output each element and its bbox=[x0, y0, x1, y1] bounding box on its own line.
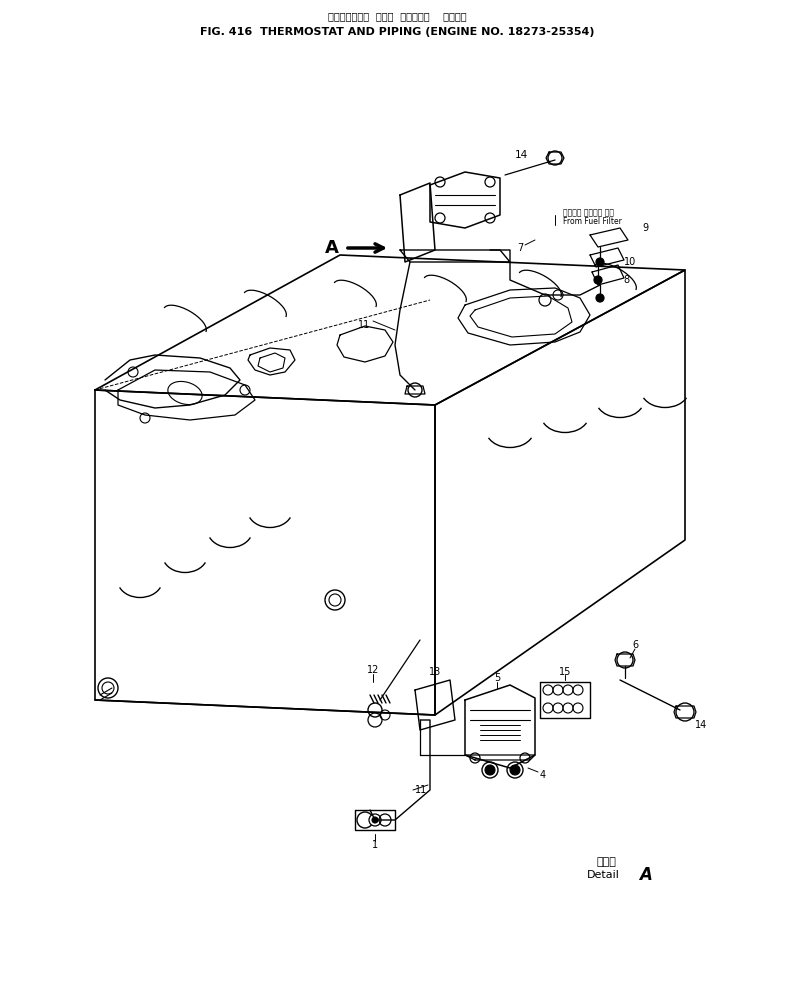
Circle shape bbox=[369, 814, 381, 826]
Circle shape bbox=[482, 762, 498, 778]
Text: A: A bbox=[639, 866, 652, 884]
Text: A: A bbox=[325, 239, 339, 257]
Text: 6: 6 bbox=[632, 640, 638, 650]
Text: 11: 11 bbox=[358, 320, 370, 330]
Text: 詳　細: 詳 細 bbox=[596, 857, 616, 867]
Text: 14: 14 bbox=[515, 150, 528, 160]
Circle shape bbox=[325, 590, 345, 610]
Text: 15: 15 bbox=[559, 667, 571, 677]
Circle shape bbox=[372, 817, 378, 823]
Text: フュエル フィルタ より: フュエル フィルタ より bbox=[563, 209, 614, 218]
Text: 11: 11 bbox=[415, 785, 427, 795]
Circle shape bbox=[507, 762, 523, 778]
Circle shape bbox=[594, 276, 602, 284]
Text: 14: 14 bbox=[695, 720, 707, 730]
Text: 4: 4 bbox=[540, 770, 546, 780]
Text: From Fuel Filter: From Fuel Filter bbox=[563, 217, 622, 225]
Text: FIG. 416  THERMOSTAT AND PIPING (ENGINE NO. 18273-25354): FIG. 416 THERMOSTAT AND PIPING (ENGINE N… bbox=[200, 27, 594, 37]
Circle shape bbox=[676, 703, 694, 721]
Text: 5: 5 bbox=[494, 673, 500, 683]
Text: 10: 10 bbox=[624, 257, 636, 267]
Circle shape bbox=[596, 294, 604, 302]
Circle shape bbox=[617, 652, 633, 668]
Text: 7: 7 bbox=[517, 243, 523, 253]
Text: 12: 12 bbox=[367, 665, 380, 675]
Text: 8: 8 bbox=[623, 275, 629, 285]
Circle shape bbox=[98, 678, 118, 698]
Circle shape bbox=[596, 258, 604, 266]
Circle shape bbox=[485, 765, 495, 775]
Text: 13: 13 bbox=[429, 667, 441, 677]
Text: サーモスタット  および  パイピング    適用号機: サーモスタット および パイピング 適用号機 bbox=[328, 11, 466, 21]
Circle shape bbox=[510, 765, 520, 775]
Text: 9: 9 bbox=[642, 223, 648, 233]
Text: Detail: Detail bbox=[587, 870, 619, 880]
Text: 1: 1 bbox=[372, 840, 378, 850]
